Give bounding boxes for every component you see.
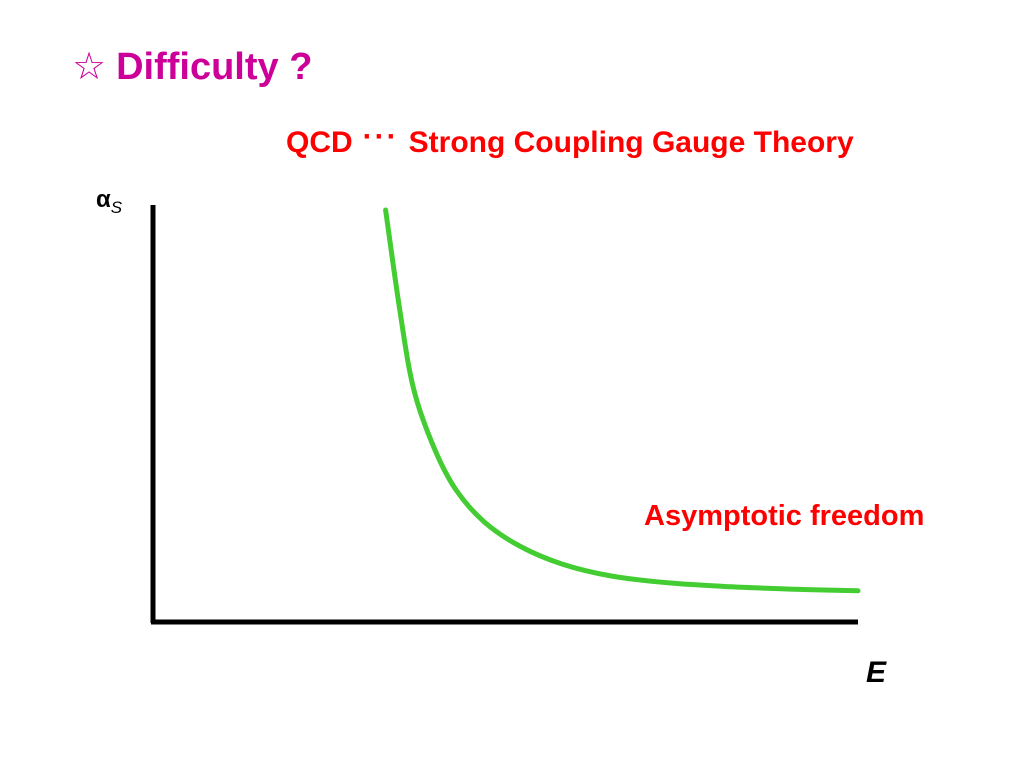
subtitle-dots: ···	[362, 120, 399, 153]
x-axis-label: E	[866, 656, 887, 689]
y-axis-label-subscript: S	[110, 198, 123, 217]
coupling-curve	[383, 207, 861, 594]
star-icon: ☆	[72, 46, 107, 88]
title-text: Difficulty ?	[116, 46, 313, 88]
subtitle: QCD ··· Strong Coupling Gauge Theory	[286, 122, 854, 159]
y-axis-label-alpha: α	[96, 186, 111, 213]
subtitle-theory: Strong Coupling Gauge Theory	[408, 126, 854, 159]
y-axis-label: αS	[96, 186, 122, 217]
subtitle-qcd: QCD	[286, 126, 353, 159]
slide-title: ☆ Difficulty ?	[72, 48, 312, 86]
asymptotic-freedom-label: Asymptotic freedom	[644, 500, 925, 532]
